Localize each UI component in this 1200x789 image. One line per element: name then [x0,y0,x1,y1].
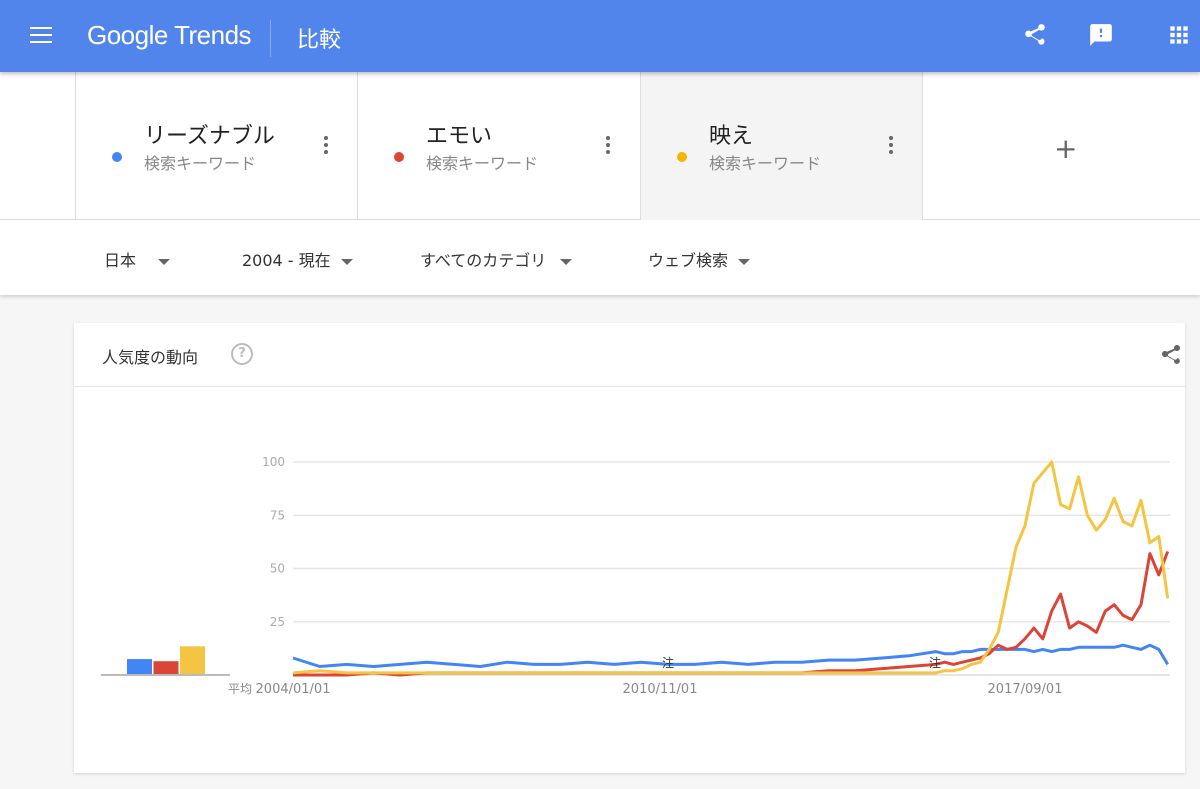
series-color-dot [677,152,687,162]
period-value: 2004 - 現在 [242,251,331,270]
apps-icon[interactable] [1166,22,1192,48]
term-type: 検索キーワード [709,154,822,173]
x-tick-label: 2017/09/01 [988,682,1063,697]
term-type: 検索キーワード [144,154,257,173]
term-name: 映え [709,124,754,149]
category-value: すべてのカテゴリ [420,251,547,270]
x-tick-label: 2010/11/01 [623,682,698,697]
line-chart: 100 75 50 25 平均 2004/01/01 2010/11/01 2017/… [101,455,1170,697]
more-options-icon[interactable] [324,136,330,157]
panel-title: 人気度の動向 [102,348,199,367]
top-bar: Google Trends 比較 [0,0,1200,72]
series-line-3[interactable] [292,460,1170,675]
search-type-value: ウェブ検索 [648,251,729,270]
interest-over-time-panel: 人気度の動向 ? 100 75 50 25 平均 2004/01/01 2010/11… [74,323,1185,773]
search-terms-bar: リーズナブル 検索キーワード エモい 検索キーワード 映え 検索キーワード + [0,72,1200,220]
more-options-icon[interactable] [889,136,895,157]
share-icon[interactable] [1159,343,1183,367]
series-color-dot [394,152,404,162]
term-card-2[interactable]: エモい 検索キーワード [357,72,640,220]
more-options-icon[interactable] [606,136,612,157]
category-dropdown[interactable]: すべてのカテゴリ [420,247,573,271]
y-tick-label: 75 [270,508,285,522]
average-bar[interactable] [180,646,205,674]
panel-header: 人気度の動向 ? [74,323,1185,387]
divider [270,20,271,57]
term-name: リーズナブル [144,124,275,149]
region-value: 日本 [104,251,137,270]
note-marker[interactable]: 注 [929,655,941,670]
region-dropdown[interactable]: 日本 [104,247,171,271]
dropdown-arrow-icon [158,258,171,265]
series-color-dot [112,152,122,162]
period-dropdown[interactable]: 2004 - 現在 [242,247,353,271]
dropdown-arrow-icon [340,258,353,265]
add-term-card[interactable] [922,72,1200,220]
y-tick-label: 25 [270,615,285,629]
average-bar[interactable] [127,659,152,674]
help-icon[interactable]: ? [231,343,253,365]
page-title: 比較 [297,28,342,53]
share-icon[interactable] [1022,22,1048,48]
series-line-1[interactable] [292,643,1169,668]
term-card-3[interactable]: 映え 検索キーワード [640,72,923,220]
y-tick-label: 50 [270,562,285,576]
dropdown-arrow-icon [738,258,751,265]
term-name: エモい [426,124,493,149]
feedback-icon[interactable] [1088,22,1114,48]
average-label: 平均 [228,682,252,696]
dropdown-arrow-icon [560,258,573,265]
search-type-dropdown[interactable]: ウェブ検索 [648,247,751,271]
average-bar[interactable] [153,661,179,674]
google-trends-logo[interactable]: Google Trends [87,20,252,50]
note-marker[interactable]: 注 [662,655,674,670]
y-tick-label: 100 [262,455,285,469]
term-card-1[interactable]: リーズナブル 検索キーワード [75,72,358,220]
filter-bar: 日本 2004 - 現在 すべてのカテゴリ ウェブ検索 [0,220,1200,295]
series-line-2[interactable] [293,550,1170,677]
term-type: 検索キーワード [426,154,539,173]
menu-icon[interactable] [30,27,52,43]
add-term-button[interactable]: + [1054,132,1078,165]
x-tick-label: 2004/01/01 [256,682,331,697]
